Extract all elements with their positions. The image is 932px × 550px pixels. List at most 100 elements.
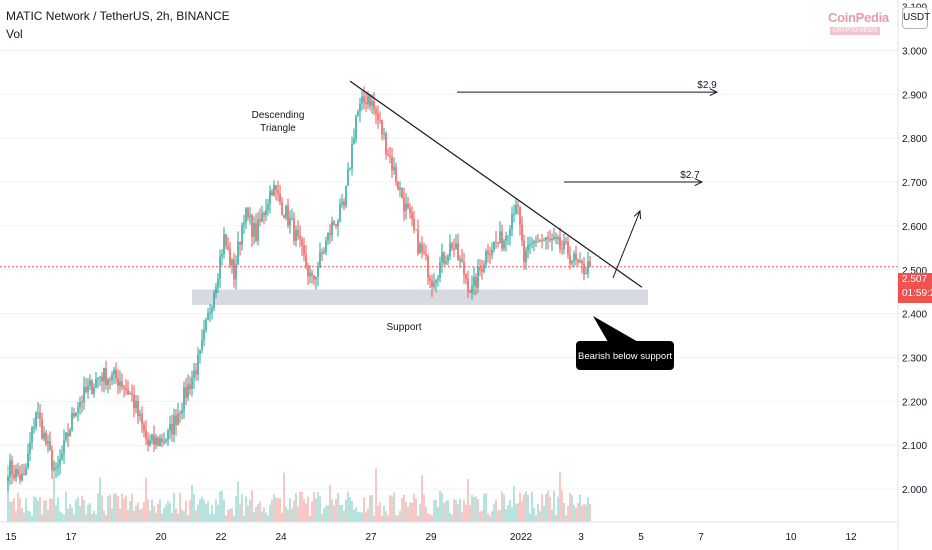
- volume-bar: [263, 507, 265, 522]
- volume-bar: [397, 515, 399, 522]
- volume-bar: [47, 509, 49, 522]
- candle-body: [197, 354, 199, 375]
- candle-body: [381, 119, 383, 135]
- candle-body: [145, 430, 147, 439]
- volume-bar: [513, 485, 515, 522]
- volume-bar: [105, 515, 107, 522]
- volume-bar: [583, 503, 585, 522]
- volume-bar: [547, 490, 549, 522]
- volume-bar: [59, 511, 61, 522]
- volume-bar: [207, 501, 209, 522]
- candle-body: [509, 229, 511, 236]
- volume-bar: [499, 509, 501, 522]
- candle-body: [11, 460, 13, 475]
- candle-body: [81, 402, 83, 404]
- candle-body: [371, 101, 373, 107]
- candle-body: [589, 261, 591, 267]
- candle-body: [581, 260, 583, 264]
- candle-body: [131, 393, 133, 395]
- volume-bar: [179, 492, 181, 522]
- breakout-arrow-head: [633, 209, 642, 220]
- volume-bar: [563, 503, 565, 522]
- candle-body: [535, 241, 537, 243]
- candle-body: [83, 386, 85, 403]
- volume-bar: [197, 504, 199, 522]
- candle-body: [495, 241, 497, 243]
- volume-bar: [157, 503, 159, 522]
- candle-body: [165, 439, 167, 442]
- volume-bar: [543, 505, 545, 522]
- volume-bar: [147, 499, 149, 522]
- volume-bar: [409, 502, 411, 522]
- candle-body: [105, 367, 107, 386]
- candle-body: [375, 109, 377, 114]
- candle-body: [239, 241, 241, 245]
- breakout-arrow: [612, 210, 641, 279]
- callout-text: Bearish below support: [578, 351, 672, 362]
- time-tick-label: 29: [425, 532, 437, 543]
- candle-body: [99, 376, 101, 378]
- last-price-value: 2.507: [902, 274, 928, 285]
- time-axis: 15 17 20 22 24 27 29 2022 3 5 7 10 12: [0, 521, 898, 543]
- volume-bar: [215, 499, 217, 522]
- candle-body: [7, 477, 9, 482]
- candle-body: [369, 95, 371, 107]
- candle-body: [587, 261, 589, 274]
- volume-bar: [573, 505, 575, 522]
- volume-bar: [153, 505, 155, 522]
- candle-body: [499, 231, 501, 243]
- volume-bar: [227, 509, 229, 522]
- volume-bar: [165, 504, 167, 522]
- candle-body: [489, 254, 491, 256]
- candle-body: [49, 441, 51, 451]
- candle-body: [303, 245, 305, 255]
- candle-body: [333, 221, 335, 225]
- volume-bar: [121, 493, 123, 522]
- volume-bar: [253, 511, 255, 522]
- candle-body: [37, 412, 39, 414]
- volume-bar: [377, 505, 379, 522]
- volume-bar: [351, 500, 353, 522]
- candle-body: [583, 263, 585, 275]
- candle-body: [585, 273, 587, 275]
- candle-body: [265, 209, 267, 216]
- volume-bar: [139, 509, 141, 522]
- target-2-arrow-head: [694, 178, 704, 186]
- volume-legend: Vol: [6, 27, 23, 41]
- volume-bar: [339, 505, 341, 522]
- volume-bar: [551, 509, 553, 522]
- candle-body: [79, 402, 81, 408]
- callout-pointer: [593, 316, 640, 349]
- volume-bar: [367, 508, 369, 522]
- volume-bar: [53, 462, 55, 522]
- candle-body: [539, 240, 541, 242]
- volume-bar: [565, 515, 567, 522]
- volume-bar: [213, 514, 215, 522]
- candle-body: [189, 384, 191, 390]
- candle-body: [161, 438, 163, 443]
- volume-bar: [307, 496, 309, 522]
- volume-bar: [427, 513, 429, 522]
- volume-bar: [71, 507, 73, 522]
- volume-bar: [511, 507, 513, 522]
- volume-bar: [189, 500, 191, 522]
- candle-body: [207, 312, 209, 320]
- candle-body: [43, 432, 45, 439]
- candle-body: [481, 269, 483, 272]
- currency-button[interactable]: USDT: [902, 7, 930, 29]
- candle-body: [553, 236, 555, 239]
- volume-bar: [239, 503, 241, 522]
- candle-body: [213, 293, 215, 308]
- volume-bar: [471, 494, 473, 522]
- candle-body: [399, 187, 401, 190]
- candle-body: [307, 267, 309, 277]
- volume-bar: [483, 493, 485, 522]
- candle-body: [247, 208, 249, 218]
- volume-bar: [205, 504, 207, 522]
- volume-bar: [199, 499, 201, 522]
- candle-body: [305, 254, 307, 268]
- candle-body: [309, 272, 311, 277]
- volume-bar: [293, 500, 295, 522]
- candle-body: [63, 439, 65, 454]
